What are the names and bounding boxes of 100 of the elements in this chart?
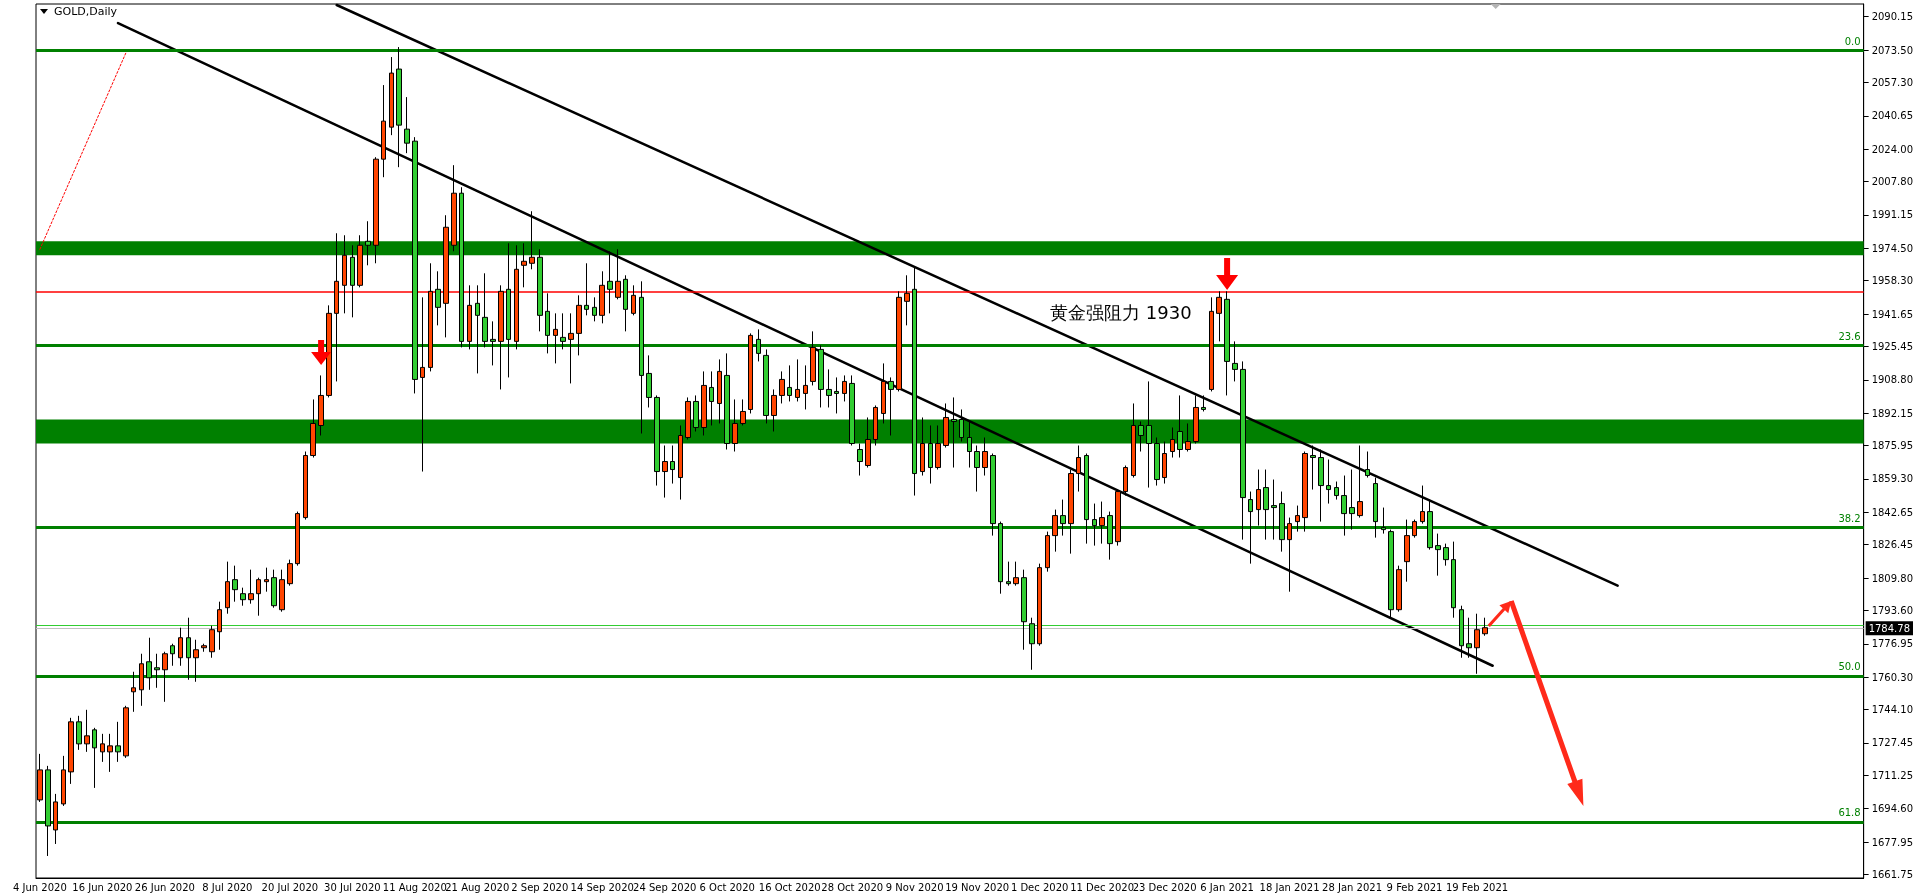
candlestick [670, 445, 675, 485]
candlestick [826, 368, 832, 408]
candlestick [318, 374, 324, 436]
annotation: 50.0 [1838, 661, 1861, 673]
candlestick [373, 156, 379, 264]
candlestick [1443, 543, 1449, 567]
candlestick [779, 370, 785, 404]
candlestick [162, 651, 168, 703]
candlestick [1381, 507, 1386, 535]
candlestick [1248, 491, 1253, 565]
x-tick-label: 6 Jan 2021 [1200, 881, 1254, 893]
candlestick [584, 262, 589, 316]
candlestick [1271, 479, 1277, 541]
annotation: 38.2 [1838, 513, 1861, 525]
candlestick [685, 396, 691, 440]
candlestick [1201, 394, 1206, 412]
y-tick-label: 1826.45 [1871, 539, 1914, 551]
candlestick [1295, 505, 1300, 533]
candlestick [974, 445, 980, 493]
candlestick [717, 358, 722, 424]
candlestick [490, 320, 496, 366]
candlestick [709, 370, 714, 426]
y-tick-label: 2057.30 [1871, 76, 1914, 88]
candlestick [365, 220, 371, 266]
y-tick-label: 1661.75 [1871, 869, 1914, 880]
candlestick [482, 272, 488, 348]
candlestick [61, 755, 66, 807]
candlestick [560, 312, 566, 350]
candlestick [1357, 445, 1363, 519]
candlestick [959, 408, 964, 442]
y-tick-label: 1727.45 [1871, 737, 1914, 749]
annotation: 0.0 [1844, 35, 1861, 47]
candlestick [1256, 469, 1261, 527]
candlestick [146, 637, 152, 691]
candlestick [998, 521, 1003, 595]
candlestick [459, 186, 464, 348]
candlestick [662, 445, 668, 499]
candlestick [256, 577, 261, 617]
candlestick [412, 136, 418, 394]
candlestick [1318, 449, 1324, 523]
candlestick [334, 232, 339, 382]
candlestick [1240, 360, 1246, 541]
candlestick [928, 424, 933, 485]
y-tick-label: 1925.45 [1871, 340, 1914, 352]
candlestick [389, 56, 394, 136]
candlestick [1092, 503, 1097, 547]
candlestick [732, 398, 738, 453]
ref-line-label: 1784.78 [1868, 622, 1911, 634]
candlestick [693, 394, 699, 432]
candlestick [506, 242, 511, 378]
candlestick [576, 294, 582, 356]
candlestick [1334, 481, 1339, 501]
candlestick [1076, 445, 1081, 493]
candlestick [881, 362, 886, 424]
x-tick-label: 26 Jun 2020 [134, 881, 195, 893]
candlestick [209, 625, 215, 659]
y-tick-label: 1875.95 [1871, 440, 1914, 452]
x-tick-label: 9 Nov 2020 [885, 881, 944, 893]
candlestick [810, 330, 816, 386]
y-tick-label: 2007.80 [1871, 176, 1914, 188]
candlestick [1154, 437, 1160, 487]
x-tick-label: 24 Sep 2020 [633, 881, 697, 893]
x-tick-label: 28 Jan 2021 [1322, 881, 1383, 893]
candlestick [404, 96, 410, 154]
candlestick [646, 354, 652, 408]
candlestick [639, 280, 644, 434]
y-tick-label: 1744.10 [1871, 704, 1914, 716]
candlestick [763, 348, 769, 424]
x-tick-label: 6 Oct 2020 [699, 881, 755, 893]
x-tick-label: 28 Oct 2020 [821, 881, 884, 893]
candlestick [115, 721, 121, 763]
candlestick [139, 653, 144, 707]
x-tick-label: 8 Jul 2020 [202, 881, 253, 893]
candlestick [818, 344, 824, 408]
candlestick [1232, 340, 1238, 382]
candlestick [92, 727, 97, 789]
candlestick [100, 733, 105, 763]
annotation: 23.6 [1838, 330, 1861, 342]
candlestick [1177, 394, 1183, 459]
candlestick [350, 244, 355, 318]
candlestick [1427, 499, 1433, 551]
candlestick [873, 404, 878, 447]
y-tick-label: 1809.80 [1871, 572, 1914, 584]
candlestick [553, 312, 558, 364]
candlestick [396, 46, 402, 168]
candlestick [678, 424, 683, 501]
candlestick [1045, 531, 1050, 573]
candlestick [1435, 533, 1441, 577]
candlestick [357, 234, 363, 288]
candlestick [201, 643, 207, 653]
candlestick [240, 587, 246, 607]
candlestick [1107, 511, 1113, 561]
candlestick [623, 274, 628, 332]
candlestick [568, 312, 574, 384]
candlestick [287, 559, 293, 587]
candlestick [1451, 541, 1456, 619]
candlestick [1209, 296, 1214, 392]
candlestick [443, 214, 449, 338]
candlestick [701, 370, 707, 436]
candlestick [310, 398, 316, 459]
